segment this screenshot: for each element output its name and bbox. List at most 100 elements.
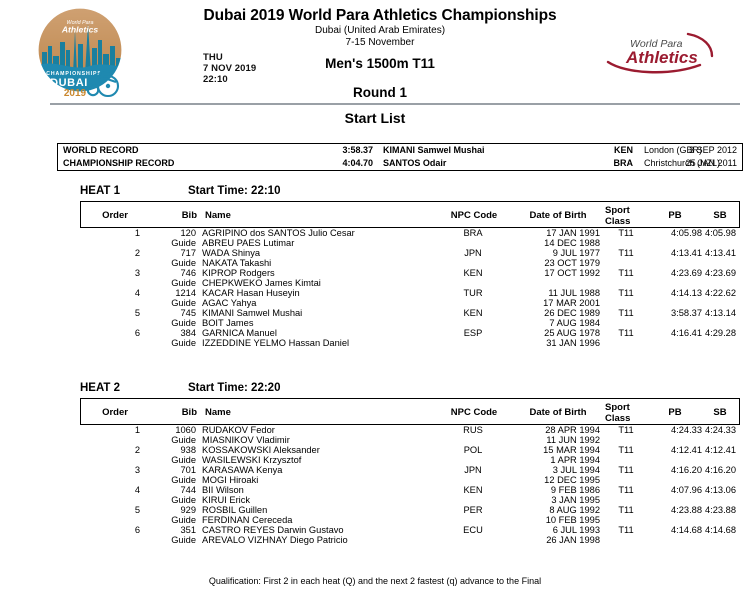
cell-guide-date-of-birth: 17 MAR 2001 — [543, 298, 600, 308]
cell-sb: 4:05.98 — [704, 228, 736, 238]
cell-pb: 4:05.98 — [670, 228, 702, 238]
start-list-heading: Start List — [344, 110, 406, 126]
cell-order: 2 — [134, 248, 140, 258]
table-row: 6 384 Guide GARNICA Manuel IZZEDDINE YELMO H… — [80, 328, 740, 348]
cell-sport-class: T11 — [618, 485, 634, 495]
cell-pb: 4:23.69 — [670, 268, 702, 278]
heat-title: HEAT 1 — [80, 185, 121, 197]
cell-guide-label: Guide — [171, 515, 196, 525]
session-time: 22:10 — [203, 74, 228, 86]
logo-world-para-text: World Para — [67, 20, 94, 26]
col-header-name: Name — [205, 407, 231, 418]
cell-npc-code: BRA — [463, 228, 483, 238]
cell-guide-name: NAKATA Takashi — [202, 258, 272, 268]
cell-athlete-name: ROSBIL Guillen — [202, 505, 268, 515]
cell-athlete-name: CASTRO REYES Darwin Gustavo — [202, 525, 344, 535]
cell-order: 6 — [134, 328, 140, 338]
cell-order: 4 — [134, 288, 140, 298]
cell-sport-class: T11 — [618, 288, 634, 298]
record-label: CHAMPIONSHIP RECORD — [63, 158, 175, 168]
col-header-pb: PB — [668, 407, 682, 418]
cell-bib: 938 — [180, 445, 196, 455]
cell-athlete-name: KACAR Hasan Huseyin — [202, 288, 300, 298]
cell-npc-code: KEN — [463, 268, 483, 278]
table-row: 3 701 Guide KARASAWA Kenya MOGI Hiroaki JPN 3 … — [80, 465, 740, 485]
cell-guide-date-of-birth: 7 AUG 1984 — [549, 318, 600, 328]
cell-guide-name: CHEPKWEKO James Kimtai — [202, 278, 321, 288]
cell-guide-label: Guide — [171, 258, 196, 268]
cell-sb: 4:23.88 — [704, 505, 736, 515]
cell-guide-label: Guide — [171, 278, 196, 288]
cell-sport-class: T11 — [618, 268, 634, 278]
record-npc: KEN — [613, 145, 633, 155]
cell-athlete-name: KIPROP Rodgers — [202, 268, 275, 278]
heat-start-time: Start Time: 22:10 — [188, 185, 281, 197]
heat-table: Order Bib Name NPC Code Date of Birth Sp… — [80, 398, 740, 545]
cell-sb: 4:22.62 — [704, 288, 736, 298]
cell-guide-name: IZZEDDINE YELMO Hassan Daniel — [202, 338, 350, 348]
wheelchair-athlete-icon — [86, 68, 120, 98]
records-box: WORLD RECORD 3:58.37 KIMANI Samwel Musha… — [57, 143, 743, 171]
cell-guide-name: AGAC Yahya — [202, 298, 257, 308]
cell-npc-code: KEN — [463, 308, 483, 318]
cell-order: 3 — [134, 465, 140, 475]
table-row: 6 351 Guide CASTRO REYES Darwin Gustavo AREV… — [80, 525, 740, 545]
cell-bib: 746 — [180, 268, 196, 278]
record-row: CHAMPIONSHIP RECORD 4:04.70 SANTOS Odair… — [58, 157, 742, 170]
cell-sb: 4:23.69 — [704, 268, 736, 278]
cell-sb: 4:24.33 — [704, 425, 736, 435]
cell-pb: 3:58.37 — [670, 308, 702, 318]
wpa-world-para-text: World Para — [630, 38, 683, 50]
cell-athlete-name: WADA Shinya — [202, 248, 261, 258]
cell-guide-date-of-birth: 14 DEC 1988 — [544, 238, 600, 248]
cell-npc-code: KEN — [463, 485, 483, 495]
cell-date-of-birth: 26 DEC 1989 — [544, 308, 600, 318]
cell-npc-code: JPN — [464, 248, 482, 258]
table-row: 1 1060 Guide RUDAKOV Fedor MIASNIKOV Vladimi… — [80, 425, 740, 445]
table-row: 2 938 Guide KOSSAKOWSKI Aleksander WASILEWSK… — [80, 445, 740, 465]
cell-bib: 929 — [180, 505, 196, 515]
cell-bib: 120 — [180, 228, 196, 238]
qualification-note: Qualification: First 2 in each heat (Q) … — [208, 576, 542, 586]
cell-bib: 351 — [180, 525, 196, 535]
cell-date-of-birth: 25 AUG 1978 — [544, 328, 600, 338]
cell-athlete-name: RUDAKOV Fedor — [202, 425, 275, 435]
cell-order: 4 — [134, 485, 140, 495]
record-row: WORLD RECORD 3:58.37 KIMANI Samwel Musha… — [58, 144, 742, 157]
table-header-row: Order Bib Name NPC Code Date of Birth Sp… — [80, 201, 740, 228]
cell-guide-label: Guide — [171, 495, 196, 505]
cell-bib: 745 — [180, 308, 196, 318]
cell-npc-code: ESP — [463, 328, 483, 338]
logo-year-text: 2019 — [64, 88, 87, 98]
heat-table-body: 1 120 Guide AGRIPINO dos SANTOS Julio Cesar… — [80, 228, 740, 348]
cell-bib: 1060 — [175, 425, 196, 435]
cell-guide-name: WASILEWSKI Krzysztof — [202, 455, 302, 465]
cell-athlete-name: BII Wilson — [202, 485, 244, 495]
cell-pb: 4:12.41 — [670, 445, 702, 455]
cell-sb: 4:14.68 — [704, 525, 736, 535]
cell-guide-name: KIRUI Erick — [202, 495, 251, 505]
table-row: 1 120 Guide AGRIPINO dos SANTOS Julio Cesar… — [80, 228, 740, 248]
cell-pb: 4:16.20 — [670, 465, 702, 475]
cell-athlete-name: KARASAWA Kenya — [202, 465, 283, 475]
cell-guide-label: Guide — [171, 238, 196, 248]
heat-table-body: 1 1060 Guide RUDAKOV Fedor MIASNIKOV Vladimi… — [80, 425, 740, 545]
cell-sport-class: T11 — [618, 228, 634, 238]
championship-dates: 7-15 November — [345, 36, 415, 48]
cell-sport-class: T11 — [618, 248, 634, 258]
cell-npc-code: JPN — [464, 465, 482, 475]
header-divider — [50, 103, 740, 105]
cell-guide-date-of-birth: 12 DEC 1995 — [544, 475, 600, 485]
cell-sb: 4:13.06 — [704, 485, 736, 495]
cell-sb: 4:13.41 — [704, 248, 736, 258]
cell-pb: 4:07.96 — [670, 485, 702, 495]
cell-pb: 4:23.88 — [670, 505, 702, 515]
cell-guide-date-of-birth: 26 JAN 1998 — [546, 535, 600, 545]
cell-guide-name: FERDINAN Cereceda — [202, 515, 293, 525]
table-row: 5 745 Guide KIMANI Samwel Mushai BOIT James K… — [80, 308, 740, 328]
cell-guide-label: Guide — [171, 298, 196, 308]
cell-order: 5 — [134, 308, 140, 318]
cell-order: 1 — [134, 425, 140, 435]
cell-pb: 4:14.68 — [670, 525, 702, 535]
